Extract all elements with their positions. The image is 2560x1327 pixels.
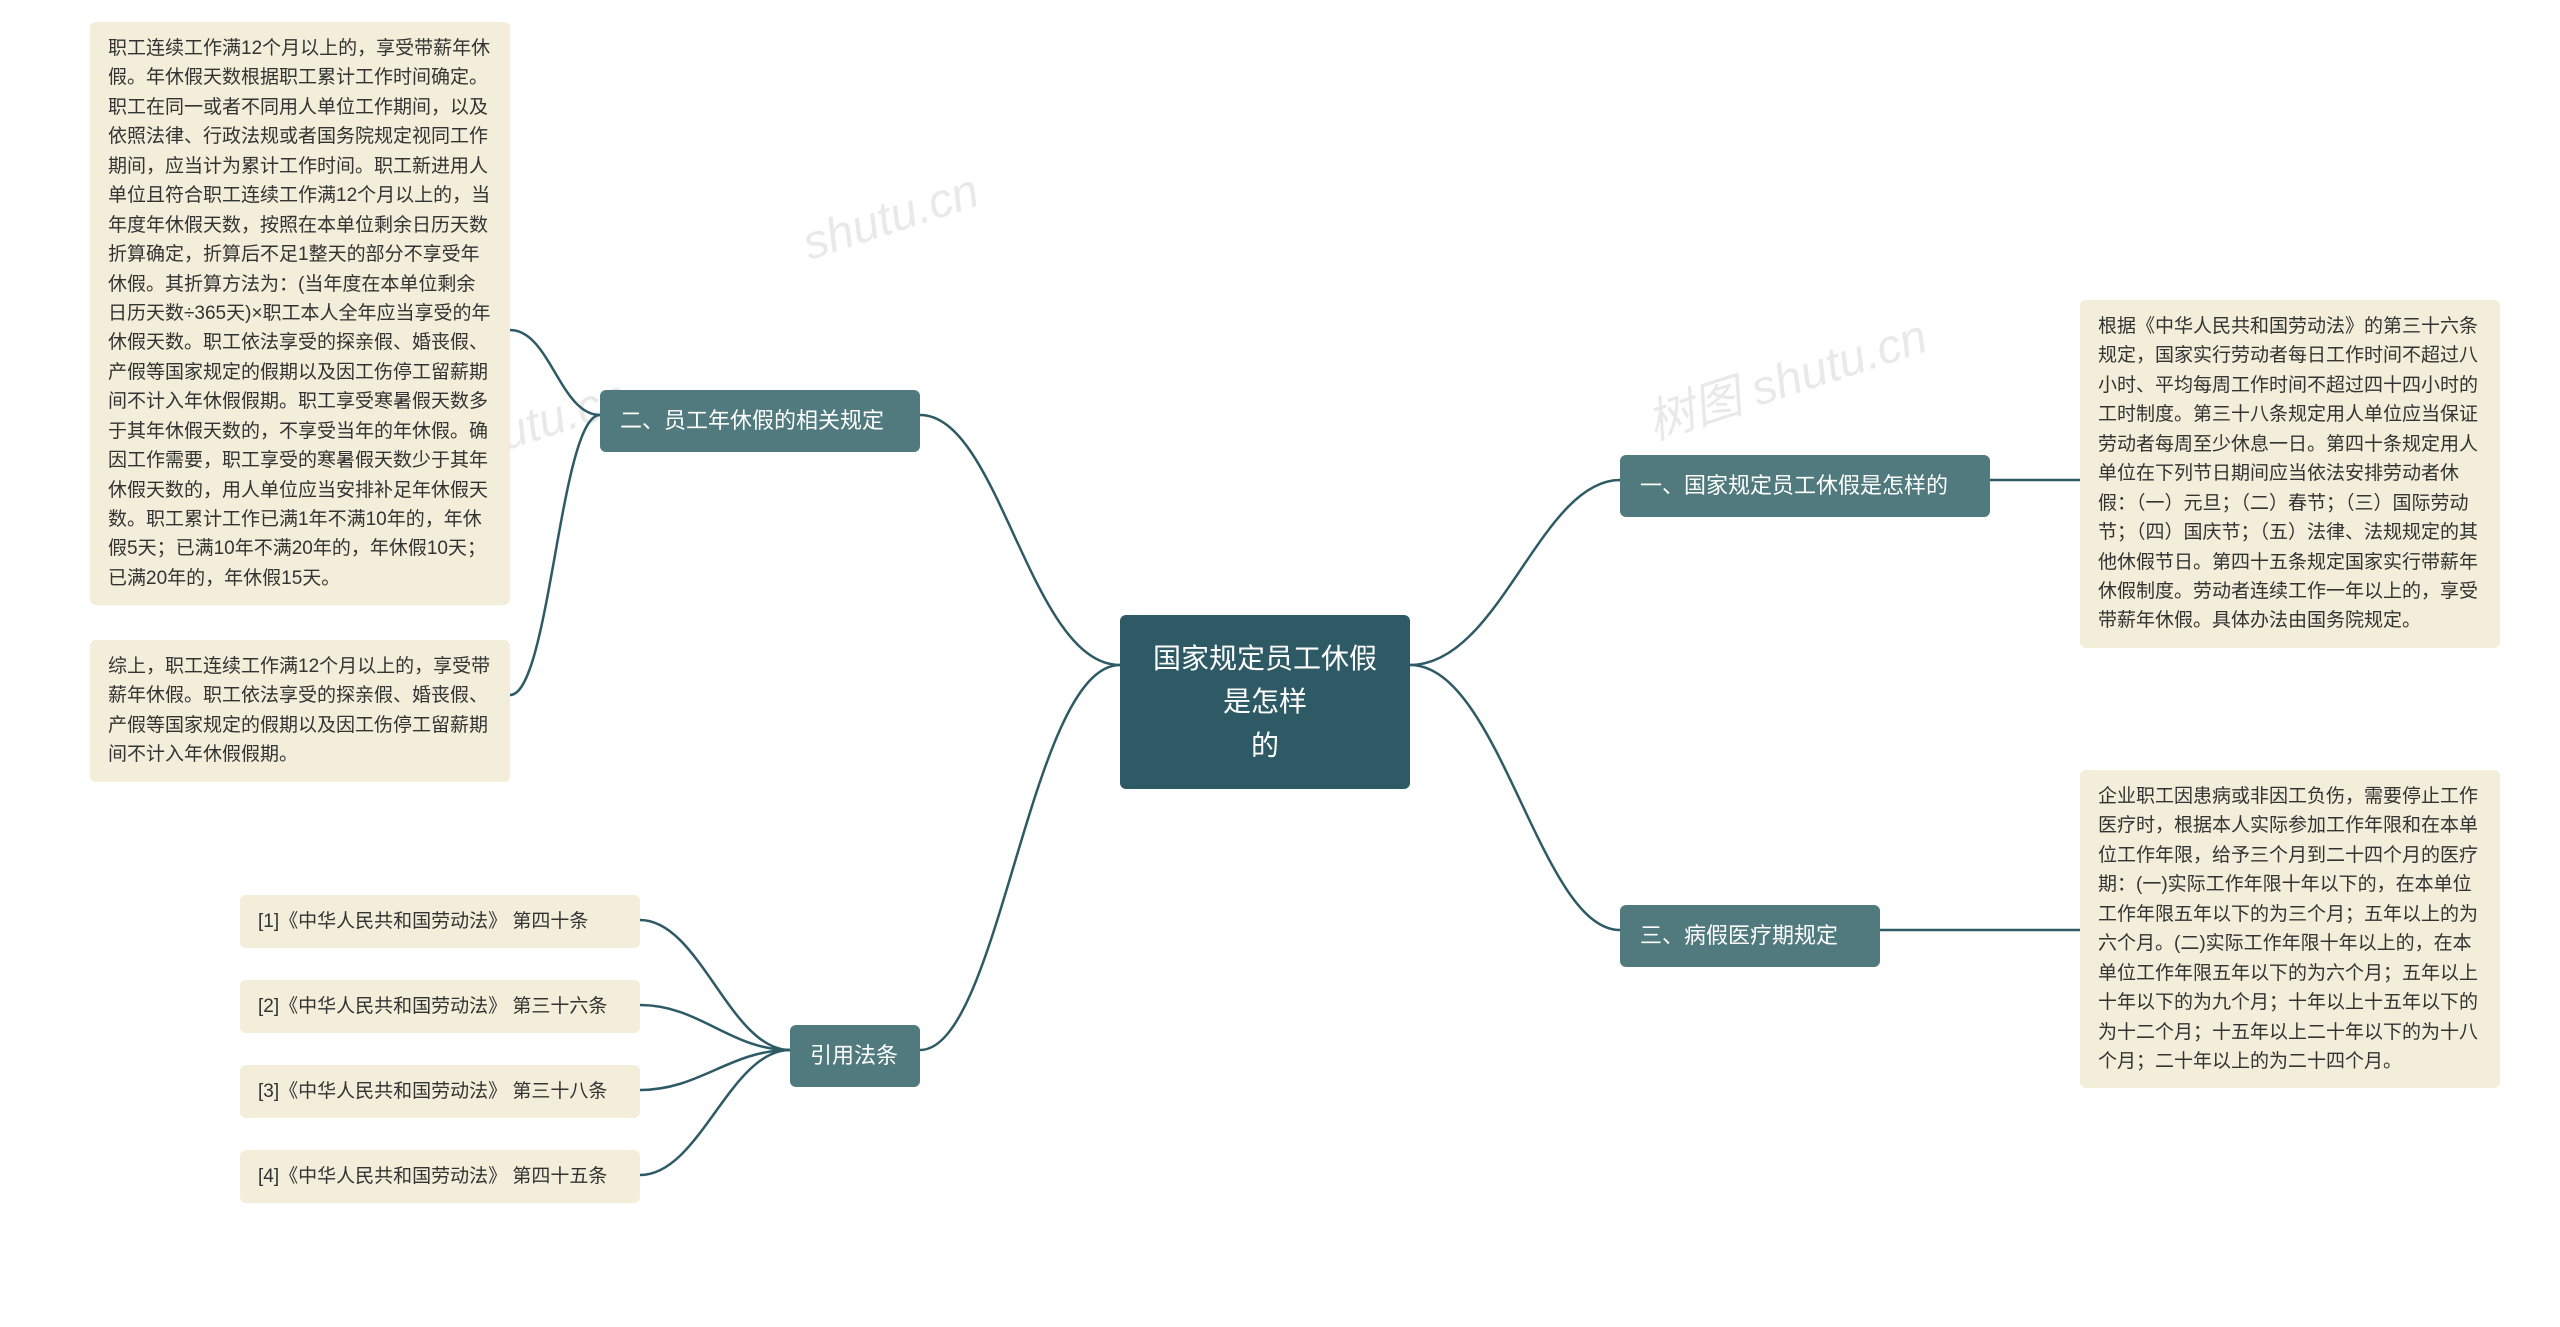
leaf-b1[interactable]: 根据《中华人民共和国劳动法》的第三十六条规定，国家实行劳动者每日工作时间不超过八… — [2080, 300, 2500, 648]
leaf-b4-3[interactable]: [3]《中华人民共和国劳动法》 第三十八条 — [240, 1065, 640, 1118]
leaf-b4-2[interactable]: [2]《中华人民共和国劳动法》 第三十六条 — [240, 980, 640, 1033]
branch-3[interactable]: 三、病假医疗期规定 — [1620, 905, 1880, 967]
branch-1[interactable]: 一、国家规定员工休假是怎样的 — [1620, 455, 1990, 517]
watermark-2: 树图 shutu.cn — [1636, 297, 1934, 453]
root-node[interactable]: 国家规定员工休假是怎样 的 — [1120, 615, 1410, 789]
leaf-b3[interactable]: 企业职工因患病或非因工负伤，需要停止工作医疗时，根据本人实际参加工作年限和在本单… — [2080, 770, 2500, 1088]
root-line2: 的 — [1148, 724, 1382, 767]
leaf-b2-2[interactable]: 综上，职工连续工作满12个月以上的，享受带薪年休假。职工依法享受的探亲假、婚丧假… — [90, 640, 510, 782]
watermark-3: shutu.cn — [796, 163, 986, 271]
branch-4[interactable]: 引用法条 — [790, 1025, 920, 1087]
root-line1: 国家规定员工休假是怎样 — [1148, 637, 1382, 724]
branch-2[interactable]: 二、员工年休假的相关规定 — [600, 390, 920, 452]
leaf-b4-4[interactable]: [4]《中华人民共和国劳动法》 第四十五条 — [240, 1150, 640, 1203]
leaf-b4-1[interactable]: [1]《中华人民共和国劳动法》 第四十条 — [240, 895, 640, 948]
leaf-b2-1[interactable]: 职工连续工作满12个月以上的，享受带薪年休假。年休假天数根据职工累计工作时间确定… — [90, 22, 510, 605]
